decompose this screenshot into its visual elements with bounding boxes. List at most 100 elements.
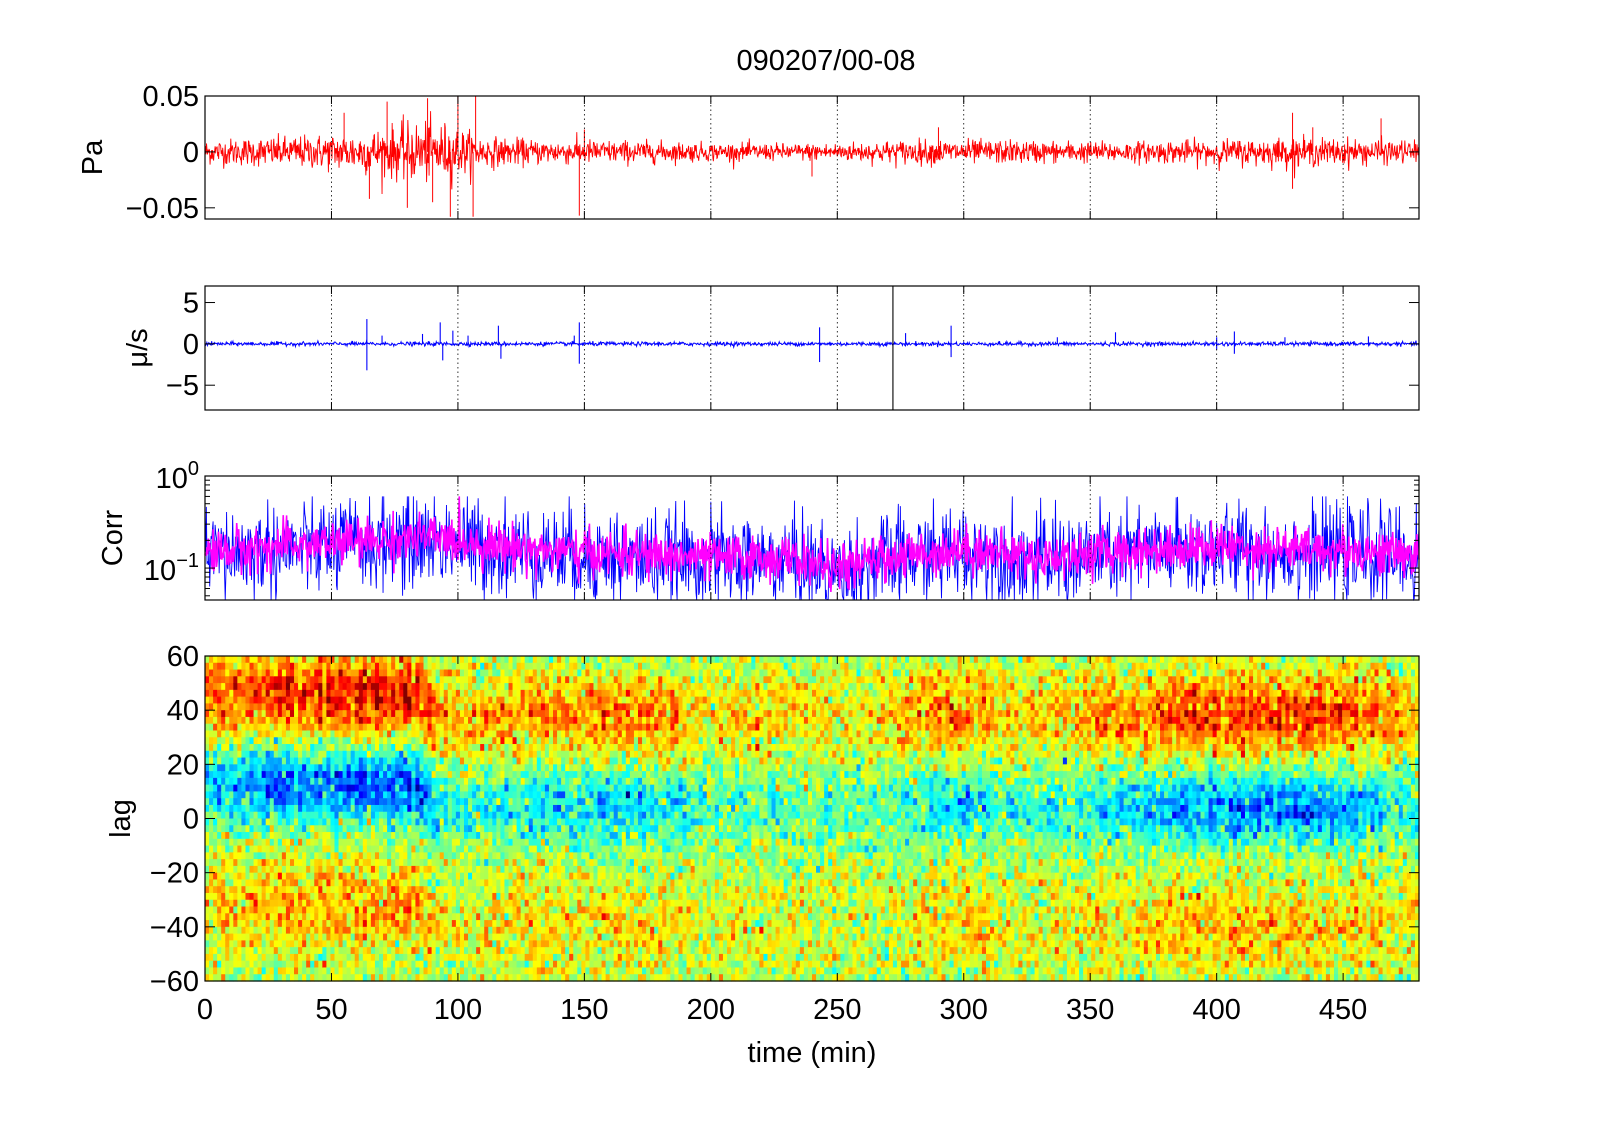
heatmap-cell — [403, 838, 408, 847]
heatmap-cell — [536, 716, 542, 725]
heatmap-cell — [358, 669, 364, 677]
heatmap-cell — [233, 818, 238, 826]
heatmap-cell — [557, 669, 562, 677]
heatmap-cell — [237, 777, 243, 786]
heatmap-cell — [374, 656, 380, 664]
heatmap-cell — [366, 825, 372, 833]
heatmap-cell — [330, 913, 336, 921]
heatmap-cell — [415, 696, 421, 704]
heatmap-cell — [269, 784, 275, 793]
heatmap-cell — [391, 750, 396, 759]
heatmap-cell — [536, 974, 542, 982]
heatmap-cell — [358, 818, 364, 826]
heatmap-cell — [512, 771, 518, 779]
heatmap-cell — [233, 716, 238, 725]
heatmap-cell — [516, 703, 522, 711]
heatmap-cell — [399, 953, 404, 962]
heatmap-cell — [561, 723, 566, 732]
heatmap-cell — [387, 913, 392, 921]
heatmap-cell — [447, 716, 453, 725]
heatmap-cell — [379, 872, 384, 881]
heatmap-cell — [399, 662, 404, 671]
heatmap-cell — [544, 879, 550, 887]
heatmap-cell — [298, 967, 303, 975]
heatmap-cell — [245, 811, 251, 820]
heatmap-cell — [338, 689, 344, 698]
heatmap-cell — [298, 716, 303, 725]
heatmap-cell — [536, 798, 542, 806]
heatmap-cell — [346, 865, 352, 874]
heatmap-cell — [374, 730, 380, 738]
heatmap-cell — [318, 947, 323, 955]
heatmap-cell — [221, 892, 226, 901]
heatmap-cell — [492, 696, 497, 704]
heatmap-cell — [565, 832, 570, 840]
heatmap-cell — [500, 689, 506, 698]
heatmap-cell — [593, 933, 599, 941]
heatmap-cell — [374, 825, 380, 833]
heatmap-cell — [233, 967, 238, 975]
heatmap-cell — [593, 716, 599, 725]
heatmap-cell — [221, 703, 226, 711]
heatmap-cell — [593, 669, 599, 677]
heatmap-cell — [289, 662, 295, 671]
heatmap-cell — [581, 696, 586, 704]
heatmap-cell — [338, 676, 344, 684]
heatmap-cell — [544, 710, 550, 718]
heatmap-cell — [419, 662, 425, 671]
heatmap-cell — [310, 683, 315, 691]
heatmap-cell — [241, 656, 247, 664]
heatmap-cell — [589, 804, 595, 813]
heatmap-cell — [496, 933, 502, 941]
heatmap-cell — [342, 865, 348, 874]
heatmap-column — [423, 656, 429, 982]
heatmap-cell — [269, 852, 275, 860]
heatmap-cell — [561, 669, 566, 677]
heatmap-cell — [403, 818, 408, 826]
heatmap-column — [346, 656, 352, 982]
heatmap-cell — [346, 947, 352, 955]
heatmap-cell — [573, 818, 578, 826]
heatmap-cell — [233, 940, 238, 948]
heatmap-cell — [484, 798, 489, 806]
heatmap-cell — [265, 696, 271, 704]
heatmap-cell — [362, 845, 368, 853]
heatmap-cell — [362, 791, 368, 799]
heatmap-cell — [387, 825, 392, 833]
heatmap-cell — [253, 764, 259, 772]
heatmap-cell — [379, 832, 384, 840]
heatmap-cell — [492, 886, 497, 894]
heatmap-cell — [476, 757, 481, 765]
heatmap-cell — [387, 926, 392, 935]
heatmap-cell — [225, 953, 230, 962]
heatmap-cell — [528, 974, 534, 982]
heatmap-cell — [553, 744, 558, 752]
heatmap-cell — [492, 818, 497, 826]
heatmap-cell — [585, 798, 591, 806]
heatmap-cell — [569, 744, 574, 752]
heatmap-cell — [569, 906, 574, 914]
heatmap-cell — [249, 886, 255, 894]
heatmap-cell — [463, 933, 469, 941]
heatmap-cell — [516, 906, 522, 914]
heatmap-cell — [257, 865, 263, 874]
heatmap-cell — [387, 845, 392, 853]
heatmap-cell — [597, 750, 603, 759]
heatmap-cell — [577, 730, 582, 738]
heatmap-cell — [569, 947, 574, 955]
heatmap-cell — [472, 703, 477, 711]
heatmap-cell — [281, 940, 287, 948]
heatmap-cell — [504, 920, 510, 928]
heatmap-cell — [544, 771, 550, 779]
heatmap-cell — [383, 777, 388, 786]
heatmap-cell — [472, 696, 477, 704]
heatmap-cell — [205, 737, 210, 745]
heatmap-cell — [209, 811, 214, 820]
heatmap-cell — [427, 676, 433, 684]
heatmap-cell — [399, 892, 404, 901]
heatmap-cell — [399, 899, 404, 908]
heatmap-cell — [593, 777, 599, 786]
heatmap-cell — [322, 913, 327, 921]
heatmap-cell — [217, 899, 222, 908]
heatmap-cell — [480, 744, 485, 752]
